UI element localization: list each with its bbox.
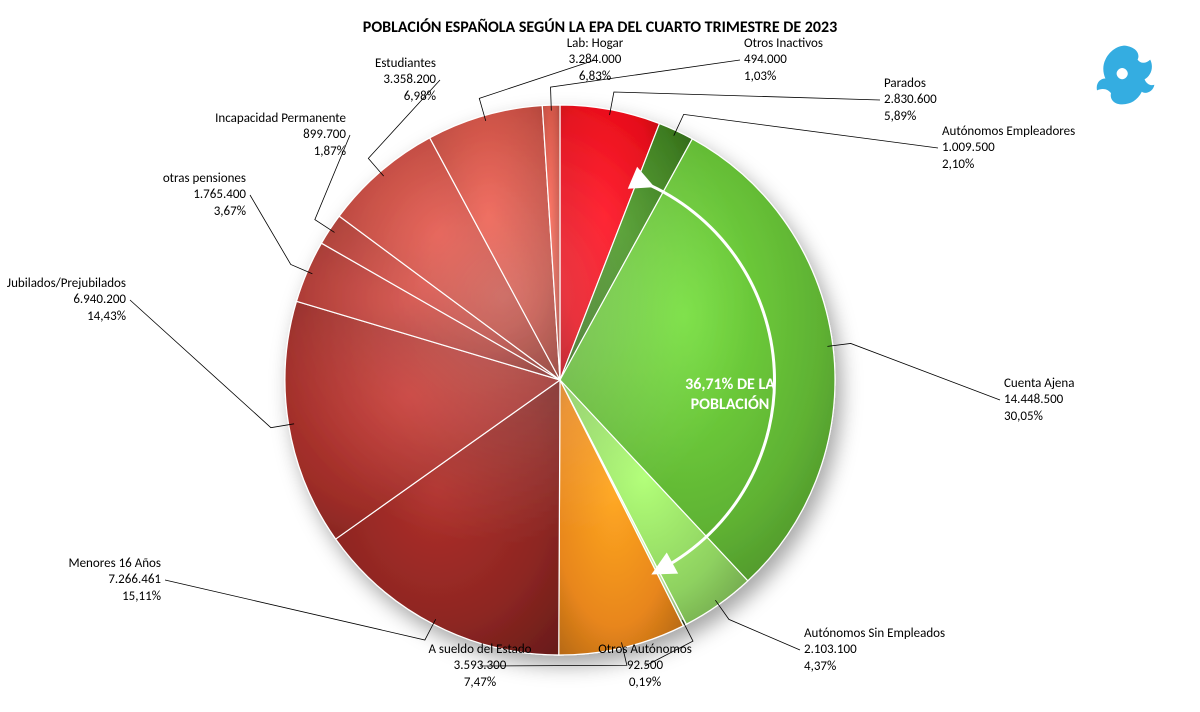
slice-name: Autónomos Sin Empleados <box>804 626 945 641</box>
slice-name: Otros Autónomos <box>598 642 692 657</box>
slice-name: A sueldo del Estado <box>428 642 531 657</box>
slice-value: 494.000 <box>744 52 787 67</box>
slice-pct: 15,11% <box>122 589 161 604</box>
annotation-line-2: POBLACIÓN <box>691 395 770 414</box>
slice-pct: 2,10% <box>942 157 974 172</box>
leader-line <box>827 343 1000 400</box>
slice-label: Autónomos Empleadores1.009.500 2,10% <box>942 124 1075 173</box>
slice-pct: 6,83% <box>579 69 611 84</box>
slice-pct: 6,98% <box>404 89 436 104</box>
slice-pct: 1,87% <box>314 144 346 159</box>
slice-value: 7.266.461 <box>108 572 161 587</box>
slice-label: A sueldo del Estado3.593.300 7,47% <box>390 642 570 691</box>
slice-name: Menores 16 Años <box>68 556 161 571</box>
slice-value: 1.765.400 <box>193 187 246 202</box>
slice-pct: 30,05% <box>1004 409 1043 424</box>
slice-pct: 3,67% <box>214 204 246 219</box>
slice-name: Jubilados/Prejubilados <box>7 276 126 291</box>
slice-label: Jubilados/Prejubilados6.940.200 14,43% <box>0 276 126 325</box>
population-annotation: 36,71% DE LA POBLACIÓN <box>660 375 800 415</box>
slice-label: Incapacidad Permanente899.700 1,87% <box>166 111 346 160</box>
slice-value: 14.448.500 <box>1004 392 1063 407</box>
leader-line <box>250 195 312 274</box>
slice-value: 92.500 <box>627 658 663 673</box>
chart-title: POBLACIÓN ESPAÑOLA SEGÚN LA EPA DEL CUAR… <box>0 18 1200 37</box>
slice-label: otras pensiones1.765.400 3,67% <box>66 171 246 220</box>
slice-name: otras pensiones <box>163 171 246 186</box>
slice-value: 3.593.300 <box>454 658 507 673</box>
slice-pct: 14,43% <box>87 309 126 324</box>
slice-value: 2.103.100 <box>804 642 857 657</box>
slice-name: Estudiantes <box>375 56 436 71</box>
slice-value: 6.940.200 <box>73 292 126 307</box>
pie-chart <box>0 0 1200 712</box>
chart-container: POBLACIÓN ESPAÑOLA SEGÚN LA EPA DEL CUAR… <box>0 0 1200 712</box>
slice-name: Autónomos Empleadores <box>942 124 1075 139</box>
griffin-logo-icon <box>1090 40 1160 110</box>
slice-value: 899.700 <box>303 127 346 142</box>
slice-pct: 0,19% <box>629 675 661 690</box>
slice-label: Otros Inactivos494.000 1,03% <box>744 36 823 85</box>
slice-label: Estudiantes3.358.200 6,98% <box>256 56 436 105</box>
slice-label: Autónomos Sin Empleados2.103.100 4,37% <box>804 626 945 675</box>
slice-name: Parados <box>884 76 926 91</box>
slice-value: 1.009.500 <box>942 140 995 155</box>
slice-label: Lab: Hogar3.284.000 6,83% <box>505 36 685 85</box>
slice-label: Menores 16 Años7.266.461 15,11% <box>0 556 161 605</box>
slice-pct: 1,03% <box>744 69 776 84</box>
slice-label: Otros Autónomos92.500 0,19% <box>555 642 735 691</box>
slice-value: 3.284.000 <box>569 52 622 67</box>
leader-line <box>610 92 880 115</box>
slice-label: Parados2.830.600 5,89% <box>884 76 937 125</box>
slice-label: Cuenta Ajena14.448.500 30,05% <box>1004 376 1074 425</box>
slice-pct: 4,37% <box>804 659 836 674</box>
slice-name: Incapacidad Permanente <box>215 111 346 126</box>
slice-pct: 7,47% <box>464 675 496 690</box>
slice-value: 3.358.200 <box>383 72 436 87</box>
slice-name: Otros Inactivos <box>744 36 823 51</box>
annotation-line-1: 36,71% DE LA <box>685 375 775 394</box>
slice-value: 2.830.600 <box>884 92 937 107</box>
slice-pct: 5,89% <box>884 109 916 124</box>
slice-name: Lab: Hogar <box>567 36 624 51</box>
leader-line <box>130 300 294 428</box>
slice-name: Cuenta Ajena <box>1004 376 1074 391</box>
